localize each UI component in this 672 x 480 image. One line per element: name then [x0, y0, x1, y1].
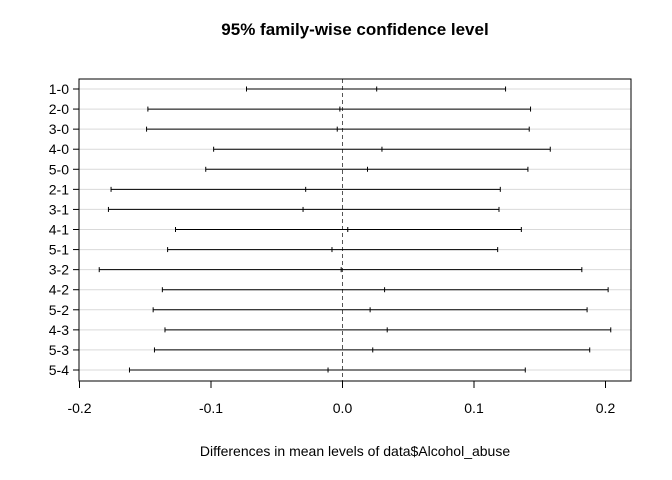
x-tick-label: 0.0: [333, 400, 353, 416]
ci-4-0: [213, 146, 551, 152]
y-tick-label: 1-0: [49, 81, 69, 97]
ci-5-3: [153, 347, 591, 353]
ci-3-0: [146, 126, 530, 132]
ci-5-1: [167, 247, 499, 253]
chart-title: 95% family-wise confidence level: [221, 20, 488, 39]
y-tick-label: 5-3: [49, 342, 69, 358]
y-tick-label: 3-1: [49, 201, 69, 217]
y-tick-label: 4-0: [49, 141, 69, 157]
y-tick-label: 4-3: [49, 322, 69, 338]
y-tick-label: 3-2: [49, 262, 69, 278]
y-tick-label: 2-0: [49, 101, 69, 117]
x-tick-label: 0.1: [464, 400, 484, 416]
ci-2-1: [110, 186, 501, 192]
y-tick-label: 5-0: [49, 161, 69, 177]
ci-3-1: [107, 206, 500, 212]
ci-4-2: [161, 287, 609, 293]
ci-2-0: [147, 106, 532, 112]
x-axis-label: Differences in mean levels of data$Alcoh…: [200, 443, 510, 459]
x-tick-label: -0.2: [67, 400, 91, 416]
x-tick-label: -0.1: [199, 400, 223, 416]
y-tick-label: 3-0: [49, 121, 69, 137]
ci-5-2: [152, 307, 588, 313]
confidence-intervals: [98, 86, 612, 373]
y-tick-label: 4-2: [49, 282, 69, 298]
ci-1-0: [246, 86, 507, 92]
ci-3-2: [98, 267, 583, 273]
y-tick-label: 5-4: [49, 362, 69, 378]
ci-5-4: [128, 367, 526, 373]
ci-4-1: [174, 227, 522, 232]
y-tick-label: 2-1: [49, 181, 69, 197]
x-axis: -0.2 -0.1 0.0 0.1 0.2: [67, 380, 616, 416]
y-tick-label: 5-2: [49, 302, 69, 318]
ci-4-3: [164, 327, 612, 333]
x-tick-label: 0.2: [596, 400, 616, 416]
y-tick-label: 4-1: [49, 222, 69, 238]
ci-5-0: [205, 166, 529, 172]
y-axis: 1-0 2-0 3-0 4-0 5-0 2-1 3-1 4-1 5-1 3-2 4-2 5-2 4-3 5…: [49, 81, 79, 378]
y-tick-label: 5-1: [49, 242, 69, 258]
